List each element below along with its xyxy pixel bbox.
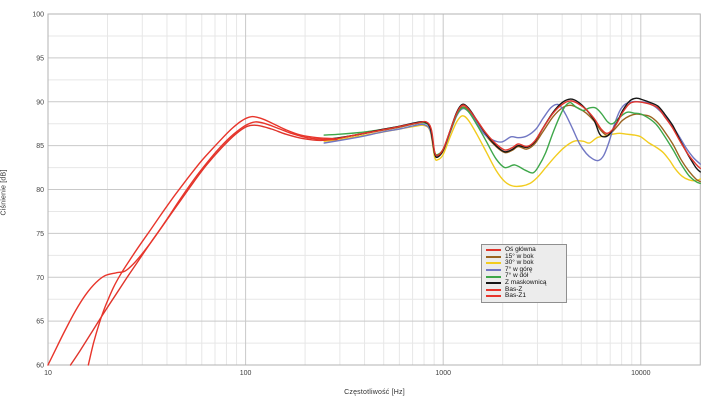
x-axis-title: Częstotliwość [Hz]	[344, 389, 405, 396]
y-axis-title: Ciśnienie [dB]	[0, 169, 8, 216]
legend-swatch	[486, 275, 501, 278]
legend-swatch	[486, 269, 501, 272]
series-line-15-w-bok	[323, 104, 701, 183]
legend-swatch	[486, 288, 501, 291]
legend-label: 7° w dół	[505, 272, 529, 280]
series-line-7-w-dół	[323, 101, 701, 185]
y-tick-label: 80	[36, 187, 44, 194]
legend-item: Bas-Z	[486, 285, 563, 294]
series-line-30-w-bok	[323, 115, 701, 188]
legend-item: Bas-Z1	[486, 293, 563, 300]
legend-item: 7° w górę	[486, 265, 563, 274]
series-line-bas-z	[47, 121, 338, 366]
legend-swatch	[486, 255, 501, 258]
legend-label: 15° w bok	[505, 252, 534, 260]
y-tick-label: 65	[36, 319, 44, 326]
y-tick-label: 90	[36, 99, 44, 106]
y-tick-label: 85	[36, 143, 44, 150]
legend-item: Z maskownicą	[486, 278, 563, 287]
legend-swatch	[486, 282, 501, 285]
legend-label: Bas-Z	[505, 285, 523, 293]
x-tick-label: 100	[240, 370, 252, 377]
series-line-bas-z1	[87, 115, 335, 366]
y-tick-label: 70	[36, 275, 44, 282]
legend-label: Oś główna	[505, 246, 536, 253]
legend-swatch	[486, 249, 501, 252]
series-line-z-maskownicą	[323, 97, 701, 173]
series-line-7-w-górę	[323, 100, 701, 165]
x-tick-label: 10000	[631, 370, 651, 377]
y-tick-label: 100	[32, 12, 44, 19]
legend-label: Bas-Z1	[505, 292, 526, 300]
legend-label: Z maskownicą	[505, 278, 547, 286]
y-tick-label: 60	[36, 363, 44, 370]
legend: Oś główna 15° w bok 30° w bok 7° w górę 7° w…	[481, 244, 567, 303]
legend-swatch	[486, 295, 501, 298]
legend-label: 7° w górę	[505, 265, 533, 273]
legend-item: 15° w bok	[486, 252, 563, 261]
plot-border	[47, 13, 701, 366]
legend-swatch	[486, 262, 501, 265]
y-tick-label: 75	[36, 231, 44, 238]
y-tick-label: 95	[36, 55, 44, 62]
x-tick-label: 10	[44, 370, 52, 377]
legend-item: 30° w bok	[486, 260, 563, 267]
legend-item: Oś główna	[486, 246, 563, 254]
legend-item: 7° w dół	[486, 273, 563, 280]
legend-label: 30° w bok	[505, 259, 534, 267]
x-tick-label: 1000	[435, 370, 451, 377]
series-line-oś-główna	[69, 100, 701, 366]
